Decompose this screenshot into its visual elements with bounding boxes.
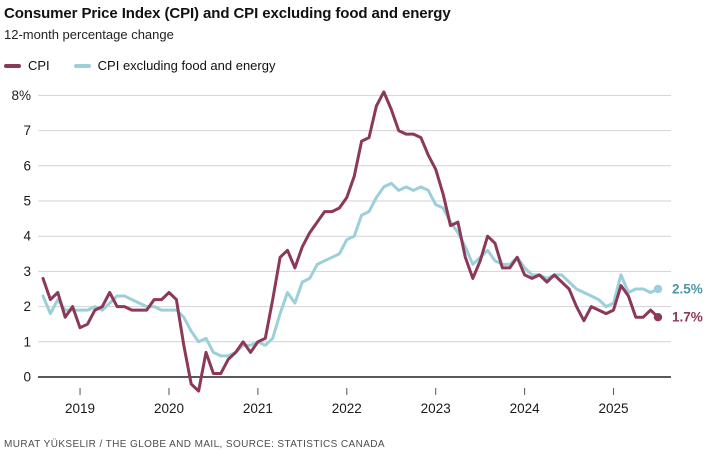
y-axis-label: 2	[23, 299, 31, 314]
cpi-line	[41, 90, 660, 393]
x-axis-label: 2023	[421, 401, 451, 416]
core-line-swatch	[73, 63, 91, 68]
y-axis-label: 7	[23, 123, 31, 138]
chart-subtitle: 12-month percentage change	[4, 27, 174, 42]
legend: CPI CPI excluding food and energy	[4, 58, 289, 73]
y-axis-label: 5	[23, 194, 31, 209]
chart-title: Consumer Price Index (CPI) and CPI exclu…	[4, 5, 451, 22]
core-end-dot	[653, 284, 663, 294]
credit-source-line: MURAT YÜKSELIR / THE GLOBE AND MAIL, SOU…	[4, 439, 385, 450]
core-end-label: 2.5%	[672, 282, 703, 297]
legend-item-cpi: CPI	[4, 58, 50, 73]
x-axis-label: 2021	[243, 401, 273, 416]
x-axis-label: 2022	[332, 401, 362, 416]
y-axis-label: 4	[23, 229, 31, 244]
x-axis-label: 2025	[599, 401, 629, 416]
legend-label-cpi: CPI	[28, 58, 50, 73]
legend-label-core: CPI excluding food and energy	[97, 58, 276, 73]
core-cpi-line	[41, 181, 660, 358]
cpi-end-dot	[653, 312, 663, 322]
y-axis-label: 3	[23, 264, 31, 279]
x-axis-label: 2024	[510, 401, 541, 416]
x-axis-label: 2019	[65, 401, 95, 416]
x-axis-label: 2020	[154, 401, 184, 416]
y-axis-label: 6	[23, 158, 31, 173]
y-axis-label: 1	[23, 334, 31, 349]
y-axis-label: 0	[23, 370, 31, 385]
y-axis-label: 8%	[11, 88, 31, 103]
cpi-end-label: 1.7%	[672, 310, 703, 325]
cpi-line-swatch	[4, 63, 21, 68]
legend-item-core: CPI excluding food and energy	[73, 58, 276, 73]
